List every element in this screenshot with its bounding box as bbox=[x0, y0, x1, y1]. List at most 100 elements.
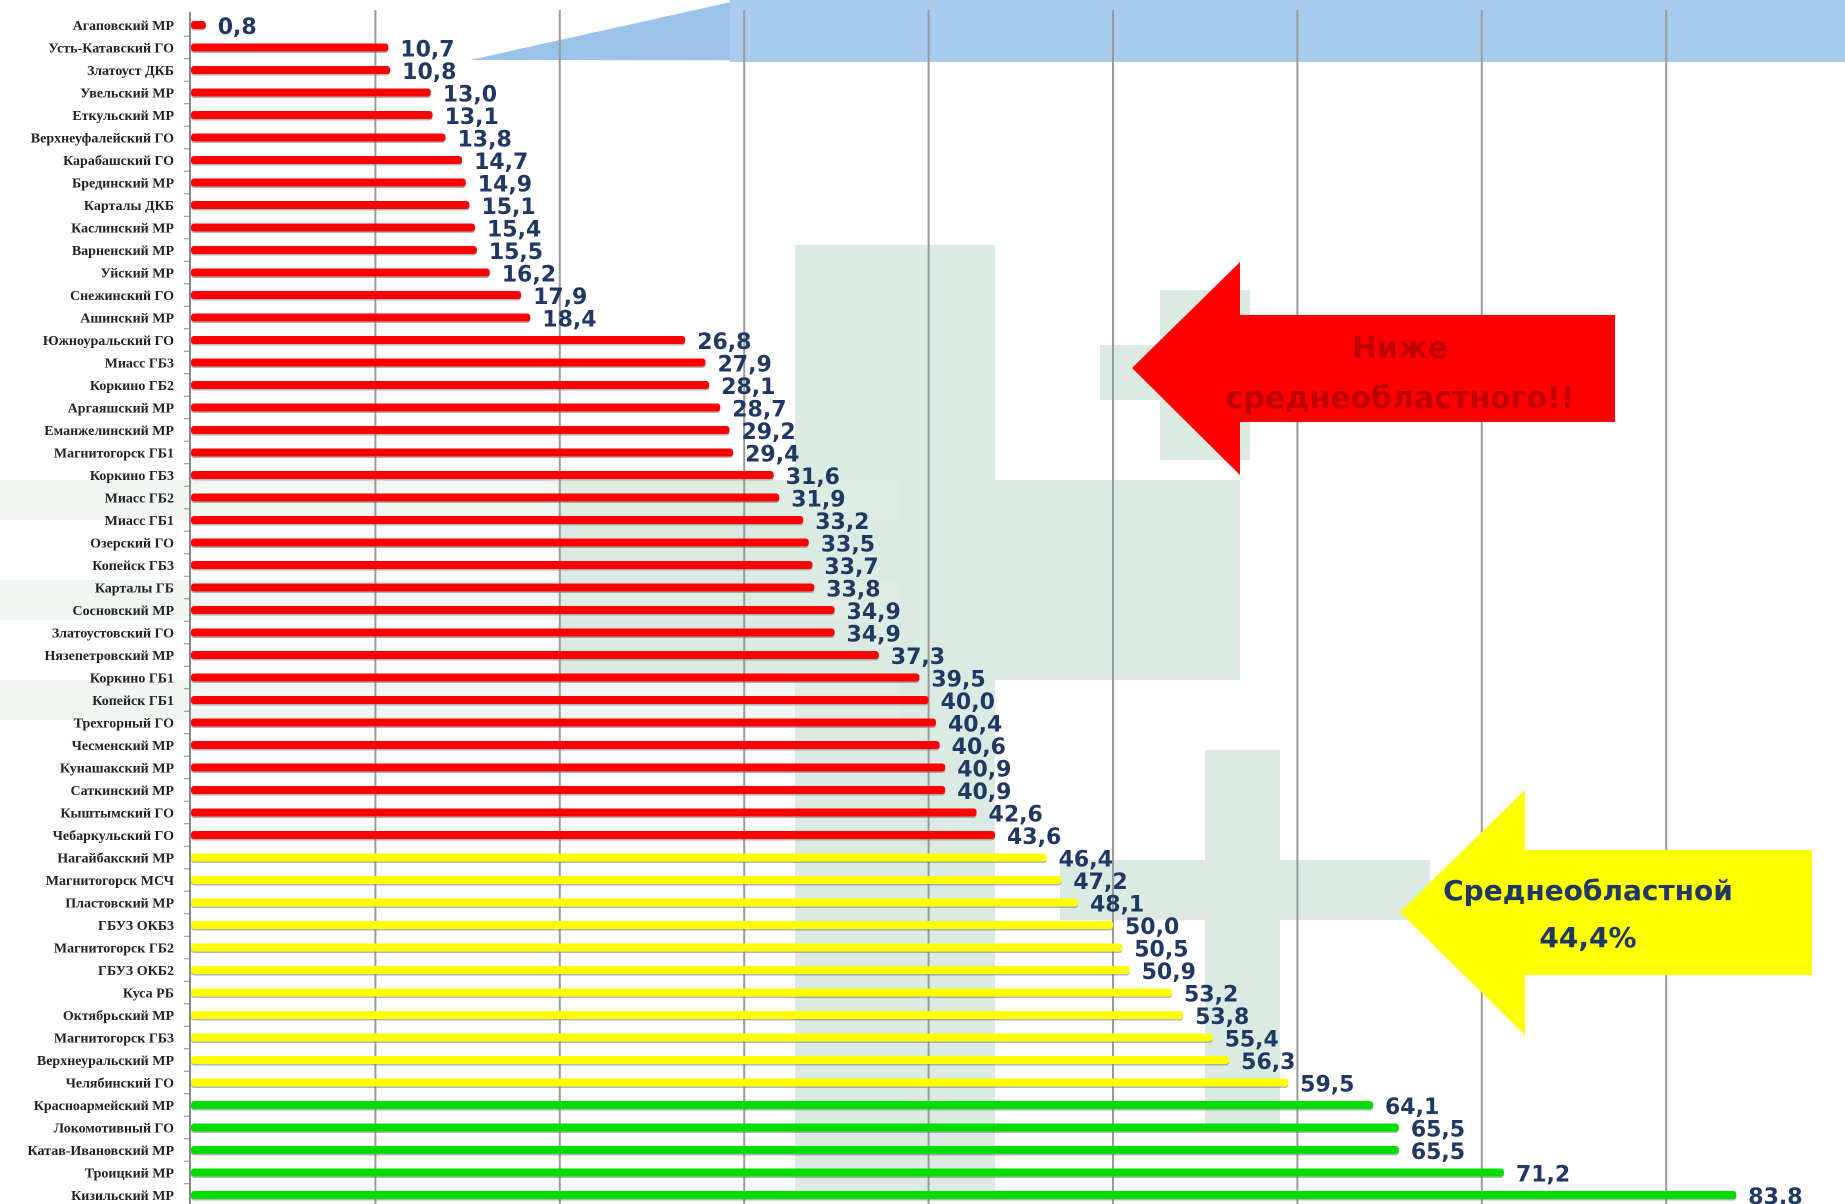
value-label: 40,9 bbox=[957, 758, 1011, 783]
bar bbox=[191, 246, 477, 254]
value-label: 31,6 bbox=[786, 465, 840, 490]
bar bbox=[191, 268, 490, 277]
category-label: Саткинский МР bbox=[70, 784, 174, 799]
value-label: 64,1 bbox=[1385, 1095, 1439, 1120]
bar bbox=[191, 583, 815, 592]
value-label: 15,4 bbox=[487, 218, 541, 243]
bar bbox=[191, 538, 809, 547]
category-label: Куса РБ bbox=[123, 987, 174, 1002]
value-label: 34,9 bbox=[847, 600, 901, 625]
category-label: Магнитогорск ГБ1 bbox=[54, 447, 174, 462]
category-label: ГБУЗ ОКБ2 bbox=[98, 964, 174, 979]
category-label: Озерский ГО bbox=[90, 537, 174, 552]
bar bbox=[191, 381, 710, 389]
bar bbox=[191, 291, 522, 299]
category-label: Верхнеуральский МР bbox=[37, 1054, 175, 1069]
value-label: 50,0 bbox=[1125, 915, 1179, 940]
category-label: Октябрьский МР bbox=[63, 1009, 175, 1024]
bar bbox=[191, 943, 1123, 952]
category-label: Магнитогорск ГБ3 bbox=[54, 1032, 174, 1047]
category-label: Миасс ГБ1 bbox=[105, 514, 174, 529]
value-label: 37,3 bbox=[891, 645, 945, 670]
value-label: 33,7 bbox=[824, 555, 878, 580]
value-label: 34,9 bbox=[847, 623, 901, 648]
category-label: Красноармейский МР bbox=[34, 1099, 175, 1114]
bar bbox=[191, 718, 936, 727]
value-label: 29,2 bbox=[741, 420, 795, 445]
value-label: 50,5 bbox=[1134, 938, 1188, 963]
value-label: 56,3 bbox=[1241, 1050, 1295, 1075]
value-label: 55,4 bbox=[1225, 1028, 1279, 1053]
category-label: Коркино ГБ3 bbox=[90, 469, 174, 484]
value-label: 43,6 bbox=[1007, 825, 1061, 850]
value-label: 40,4 bbox=[948, 713, 1002, 738]
category-label: Верхнеуфалейский ГО bbox=[31, 132, 174, 147]
bar bbox=[191, 673, 920, 682]
category-label: Копейск ГБ3 bbox=[92, 559, 174, 574]
average-callout-line2: 44,4% bbox=[1539, 921, 1636, 954]
category-label: Троицкий МР bbox=[85, 1167, 175, 1182]
value-label: 33,8 bbox=[826, 578, 880, 603]
value-label: 33,5 bbox=[821, 533, 875, 558]
bar bbox=[191, 133, 446, 142]
category-label: Агаповский МР bbox=[73, 19, 175, 34]
category-label: Кизильский МР bbox=[71, 1189, 174, 1204]
bar bbox=[191, 853, 1047, 862]
value-label: 83,8 bbox=[1748, 1185, 1802, 1204]
category-label: Карталы ГБ bbox=[95, 582, 174, 597]
bar bbox=[191, 651, 879, 659]
category-label: Златоуст ДКБ bbox=[87, 64, 174, 79]
category-label: Нязепетровский МР bbox=[45, 649, 175, 664]
below-average-callout: Ниже среднеобластного!! bbox=[1132, 262, 1615, 475]
category-label: Чесменский МР bbox=[72, 739, 175, 754]
category-label: Кунашакский МР bbox=[60, 762, 175, 777]
value-labels: 0,810,710,813,013,113,814,714,915,115,41… bbox=[218, 15, 1803, 1204]
bar bbox=[191, 66, 391, 74]
header-blue-band-right bbox=[730, 0, 1845, 62]
bar bbox=[191, 1146, 1399, 1154]
category-label: Сосновский МР bbox=[73, 604, 175, 619]
bar bbox=[191, 1123, 1399, 1132]
bar bbox=[191, 313, 531, 322]
category-label: Еткульский МР bbox=[72, 109, 174, 124]
bar bbox=[191, 606, 835, 614]
value-label: 48,1 bbox=[1090, 893, 1144, 918]
bar bbox=[191, 336, 686, 344]
value-label: 40,6 bbox=[952, 735, 1006, 760]
value-label: 0,8 bbox=[218, 15, 257, 40]
value-label: 28,7 bbox=[732, 398, 786, 423]
bar bbox=[191, 966, 1130, 974]
bar bbox=[191, 876, 1062, 884]
category-label: Коркино ГБ2 bbox=[90, 379, 174, 394]
value-label: 46,4 bbox=[1059, 848, 1113, 873]
value-label: 15,5 bbox=[489, 240, 543, 265]
value-label: 39,5 bbox=[931, 668, 985, 693]
bar bbox=[191, 403, 721, 412]
bar bbox=[191, 628, 835, 637]
category-label: Пластовский МР bbox=[65, 897, 174, 912]
category-label: Трехгорный ГО bbox=[74, 717, 174, 732]
category-label: Карталы ДКБ bbox=[84, 199, 174, 214]
value-label: 10,8 bbox=[402, 60, 456, 85]
category-label: Магнитогорск МСЧ bbox=[46, 874, 175, 889]
category-label: Челябинский ГО bbox=[66, 1077, 175, 1092]
bar bbox=[191, 898, 1078, 907]
category-label: Аргаяшский МР bbox=[68, 402, 175, 417]
yellow-arrow-shape bbox=[1400, 790, 1812, 1035]
category-label: Уйский МР bbox=[101, 267, 175, 282]
category-label: Копейск ГБ1 bbox=[92, 694, 174, 709]
value-label: 40,9 bbox=[957, 780, 1011, 805]
bar bbox=[191, 426, 730, 434]
bar bbox=[191, 561, 813, 569]
below-callout-line2: среднеобластного!! bbox=[1226, 381, 1575, 416]
bar bbox=[191, 493, 780, 502]
value-label: 28,1 bbox=[721, 375, 775, 400]
value-label: 50,9 bbox=[1142, 960, 1196, 985]
category-label: Еманжелинский МР bbox=[44, 424, 174, 439]
value-label: 16,2 bbox=[502, 263, 556, 288]
value-label: 17,9 bbox=[533, 285, 587, 310]
category-label: Локомотивный ГО bbox=[54, 1122, 174, 1137]
bar bbox=[191, 831, 995, 839]
value-label: 13,0 bbox=[443, 83, 497, 108]
bar bbox=[191, 988, 1173, 997]
